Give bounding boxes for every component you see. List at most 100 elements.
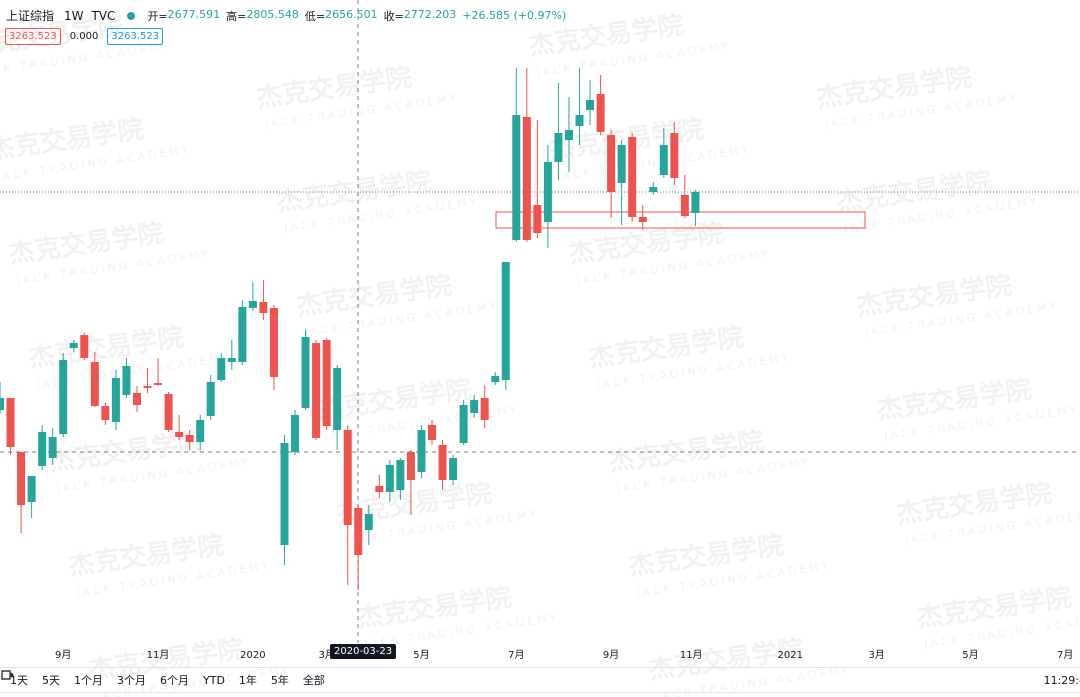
candle-body (617, 145, 626, 183)
candle-body (680, 195, 689, 216)
status-dot (127, 11, 136, 20)
range-button[interactable]: 5年 (270, 674, 289, 687)
ohlc-value: 2805.548 (246, 7, 299, 21)
icon (1, 670, 14, 680)
candle-body (27, 476, 36, 502)
annotation-box (495, 211, 866, 229)
candle-body (438, 445, 447, 480)
candle-body (649, 187, 658, 192)
candle-body (175, 432, 184, 437)
candle-body (143, 386, 152, 388)
ohlc-label: 高= (226, 9, 247, 23)
range-button[interactable]: 6个月 (160, 674, 189, 687)
candle-body (396, 460, 405, 490)
crosshair-date: 2020-03-23 (330, 644, 397, 659)
candle-body (575, 115, 584, 126)
candle-body (206, 382, 215, 416)
candle-body (607, 135, 616, 192)
candle-body (428, 425, 436, 440)
price-tag: 0.000 (69, 31, 99, 42)
candle-body (522, 117, 531, 240)
candle-body (670, 133, 679, 178)
ohlc-value: 2656.501 (325, 7, 378, 21)
candle-body (564, 130, 573, 140)
candle-body (154, 383, 163, 385)
candle-body (354, 508, 363, 555)
range-button[interactable]: 1个月 (74, 674, 103, 687)
x-tick-label: 5月 (962, 649, 978, 661)
candle-body (259, 302, 268, 313)
x-tick-label: 2021 (778, 650, 803, 661)
candle-body (69, 343, 78, 348)
candle-body (38, 432, 47, 466)
x-tick-label: 11月 (680, 649, 703, 661)
candle-body (322, 340, 331, 426)
price-tag: 3263.523 (107, 28, 164, 45)
candle-body (132, 393, 141, 405)
ohlc-value: 2677.591 (167, 7, 221, 21)
candle-body (554, 133, 563, 162)
candle-body (343, 430, 352, 525)
candle-body (596, 94, 605, 132)
candle-body (248, 301, 257, 308)
x-tick-label: 3月 (868, 649, 884, 661)
clock: 11:29:4 (1043, 674, 1080, 687)
candle-body (101, 406, 110, 420)
candle-body (586, 100, 595, 110)
ohlc-label: 低= (304, 9, 326, 23)
range-button[interactable]: YTD (203, 673, 225, 687)
candle-body (80, 335, 89, 358)
candle-body (691, 192, 700, 213)
candle-body (543, 162, 552, 222)
legend-header: 上证综指 1W TVC 开= 2677.591 高= 2805.548 低= 2656.5… (6, 7, 572, 24)
range-button[interactable]: 全部 (302, 674, 325, 687)
candle-body (333, 368, 342, 430)
candle-body (17, 452, 26, 505)
candle-body (459, 405, 468, 443)
interval[interactable]: 1W (64, 8, 84, 23)
candle-body (6, 398, 15, 447)
candle-body (385, 465, 394, 492)
range-button[interactable]: 1天 (10, 674, 28, 687)
candle-body (111, 378, 120, 422)
candle-body (280, 443, 289, 545)
x-tick-label: 9月 (55, 649, 71, 661)
candle-body (269, 308, 278, 377)
x-tick-label: 5月 (413, 649, 429, 661)
x-tick-label: 11月 (147, 649, 170, 661)
candle-body (164, 394, 173, 430)
candle-body (501, 262, 510, 380)
candle-body (122, 366, 131, 395)
range-button[interactable]: 5天 (42, 674, 60, 687)
candle-body (533, 205, 542, 233)
ohlc-values: 开= 2677.591 高= 2805.548 低= 2656.501 收= 2772.203 (147, 8, 462, 24)
change: +26.585 (+0.97%) (462, 9, 567, 22)
symbol-name: 上证综指 (6, 9, 55, 23)
candle-body (59, 360, 68, 434)
ohlc-label: 开= (147, 9, 168, 23)
candle-body (417, 430, 426, 472)
range-button[interactable]: 1年 (238, 674, 257, 687)
range-button[interactable]: 3个月 (117, 674, 146, 687)
ohlc-label: 收= (383, 9, 404, 23)
candle-body (291, 415, 300, 452)
candle-body (301, 337, 310, 408)
price-tags: 3263.523 0.000 3263.523 (5, 28, 164, 45)
candle-body (491, 376, 500, 382)
